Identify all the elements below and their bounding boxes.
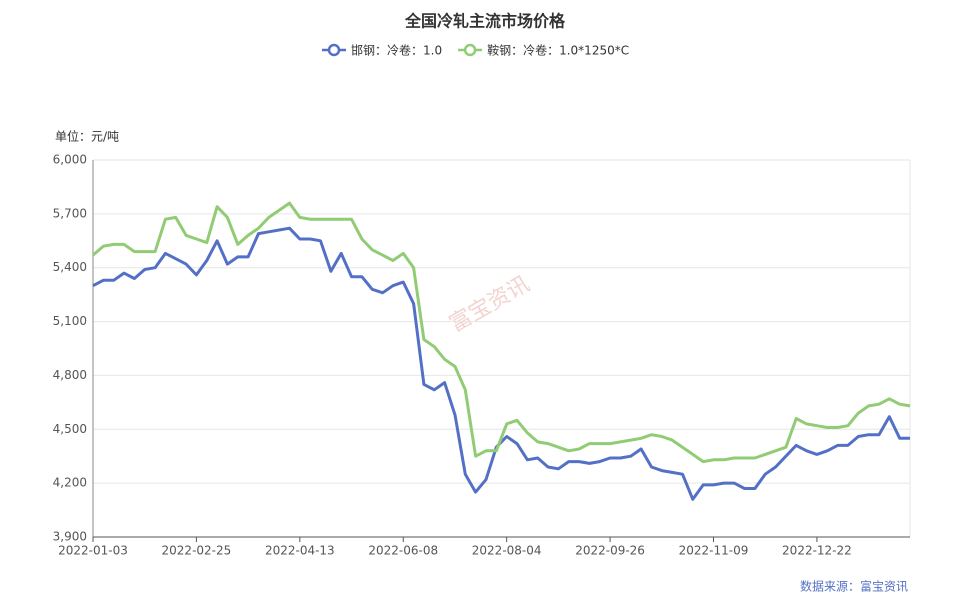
y-tick-label: 5,100 (53, 314, 87, 328)
x-tick-label: 2022-08-04 (472, 544, 542, 558)
source: 数据来源：富宝资讯 (800, 579, 908, 594)
x-tick-label: 2022-02-25 (162, 544, 232, 558)
x-tick-label: 2022-12-22 (782, 544, 852, 558)
y-tick-label: 4,800 (53, 368, 87, 382)
x-tick-label: 2022-06-08 (368, 544, 438, 558)
series-line (92, 226, 910, 501)
y-tick-label: 4,200 (53, 476, 87, 490)
x-tick-label: 2022-01-03 (58, 544, 128, 558)
watermark: 富宝资讯 (445, 272, 534, 338)
legend-label: 鞍钢：冷卷：1.0*1250*C (487, 43, 629, 58)
legend-marker (327, 43, 341, 57)
x-tick-label: 2022-11-09 (679, 544, 749, 558)
unit-label: 单位：元/吨 (55, 129, 119, 144)
y-tick-label: 4,500 (53, 422, 87, 436)
chart-title: 全国冷轧主流市场价格 (404, 12, 566, 31)
y-tick-label: 6,000 (53, 153, 87, 167)
x-tick-label: 2022-09-26 (575, 544, 645, 558)
y-tick-label: 5,700 (53, 206, 87, 220)
y-tick-label: 3,900 (53, 530, 87, 544)
legend-label: 邯钢：冷卷：1.0 (351, 43, 442, 58)
y-tick-label: 5,400 (53, 260, 87, 274)
x-tick-label: 2022-04-13 (265, 544, 335, 558)
legend-marker (463, 43, 477, 57)
series-line (92, 201, 911, 464)
